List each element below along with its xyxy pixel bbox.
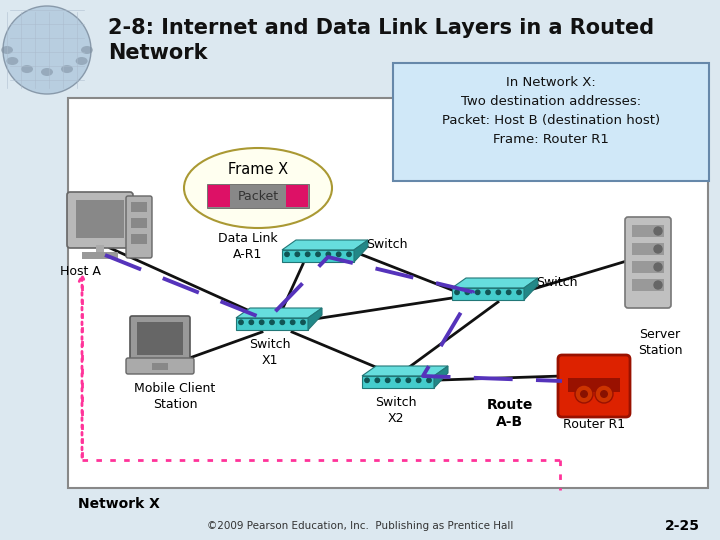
Text: Packet: Packet bbox=[238, 190, 279, 202]
Text: In Network X:
Two destination addresses:
Packet: Host B (destination host)
Frame: In Network X: Two destination addresses:… bbox=[442, 76, 660, 146]
Circle shape bbox=[595, 385, 613, 403]
FancyBboxPatch shape bbox=[207, 184, 309, 208]
FancyBboxPatch shape bbox=[393, 63, 709, 181]
Circle shape bbox=[305, 252, 310, 256]
Bar bbox=[82, 252, 118, 259]
FancyBboxPatch shape bbox=[126, 358, 194, 374]
Text: Route
A-B: Route A-B bbox=[487, 398, 534, 429]
Ellipse shape bbox=[21, 65, 33, 73]
Text: Mobile Client
Station: Mobile Client Station bbox=[135, 382, 215, 411]
Bar bbox=[131, 202, 147, 212]
Polygon shape bbox=[236, 318, 308, 330]
Circle shape bbox=[580, 390, 588, 398]
Ellipse shape bbox=[184, 148, 332, 228]
Circle shape bbox=[290, 320, 295, 325]
Polygon shape bbox=[308, 308, 322, 330]
Text: Frame X: Frame X bbox=[228, 163, 288, 178]
Polygon shape bbox=[282, 240, 368, 250]
Circle shape bbox=[316, 252, 320, 256]
Circle shape bbox=[427, 378, 431, 382]
Circle shape bbox=[455, 290, 459, 294]
Bar bbox=[632, 225, 664, 237]
Circle shape bbox=[475, 290, 480, 294]
Bar bbox=[131, 218, 147, 228]
Circle shape bbox=[486, 290, 490, 294]
Circle shape bbox=[517, 290, 521, 294]
Circle shape bbox=[654, 281, 662, 289]
Text: Network X: Network X bbox=[78, 497, 160, 511]
Circle shape bbox=[301, 320, 305, 325]
Bar bbox=[632, 243, 664, 255]
Text: Router R1: Router R1 bbox=[563, 418, 625, 431]
Text: Switch: Switch bbox=[536, 275, 577, 288]
Text: Host A: Host A bbox=[60, 265, 100, 278]
Text: Server
Station: Server Station bbox=[638, 328, 683, 357]
Ellipse shape bbox=[61, 65, 73, 73]
Circle shape bbox=[654, 227, 662, 235]
Bar bbox=[131, 234, 147, 244]
Circle shape bbox=[280, 320, 284, 325]
Ellipse shape bbox=[3, 6, 91, 94]
Text: Switch: Switch bbox=[366, 238, 408, 251]
Circle shape bbox=[385, 378, 390, 382]
Text: ©2009 Pearson Education, Inc.  Publishing as Prentice Hall: ©2009 Pearson Education, Inc. Publishing… bbox=[207, 521, 513, 531]
Circle shape bbox=[575, 385, 593, 403]
Bar bbox=[137, 322, 183, 355]
Circle shape bbox=[259, 320, 264, 325]
Circle shape bbox=[295, 252, 300, 256]
FancyBboxPatch shape bbox=[67, 192, 133, 248]
Circle shape bbox=[375, 378, 379, 382]
FancyBboxPatch shape bbox=[625, 217, 671, 308]
Polygon shape bbox=[452, 288, 524, 300]
Circle shape bbox=[506, 290, 511, 294]
Circle shape bbox=[365, 378, 369, 382]
Circle shape bbox=[465, 290, 469, 294]
FancyBboxPatch shape bbox=[558, 355, 630, 417]
Bar bbox=[286, 185, 308, 207]
Bar bbox=[632, 279, 664, 291]
Circle shape bbox=[654, 245, 662, 253]
Polygon shape bbox=[354, 240, 368, 262]
Text: Network: Network bbox=[108, 43, 207, 63]
Ellipse shape bbox=[76, 57, 88, 65]
Ellipse shape bbox=[1, 46, 13, 54]
Circle shape bbox=[496, 290, 500, 294]
Circle shape bbox=[396, 378, 400, 382]
Circle shape bbox=[270, 320, 274, 325]
FancyBboxPatch shape bbox=[130, 316, 190, 362]
Text: 2-8: Internet and Data Link Layers in a Routed: 2-8: Internet and Data Link Layers in a … bbox=[108, 18, 654, 38]
Polygon shape bbox=[452, 278, 538, 288]
Bar bbox=[96, 245, 104, 253]
Polygon shape bbox=[524, 278, 538, 300]
Bar bbox=[568, 378, 620, 392]
Circle shape bbox=[416, 378, 421, 382]
Bar bbox=[208, 185, 230, 207]
Polygon shape bbox=[236, 308, 322, 318]
Polygon shape bbox=[362, 366, 448, 376]
FancyBboxPatch shape bbox=[126, 196, 152, 258]
Text: Switch
X2: Switch X2 bbox=[375, 396, 417, 425]
Circle shape bbox=[239, 320, 243, 325]
Ellipse shape bbox=[81, 46, 93, 54]
Polygon shape bbox=[362, 376, 434, 388]
Circle shape bbox=[336, 252, 341, 256]
Text: 2-25: 2-25 bbox=[665, 519, 700, 533]
Circle shape bbox=[285, 252, 289, 256]
Circle shape bbox=[654, 263, 662, 271]
Circle shape bbox=[406, 378, 410, 382]
Text: Data Link
A-R1: Data Link A-R1 bbox=[218, 232, 278, 261]
Polygon shape bbox=[434, 366, 448, 388]
Ellipse shape bbox=[6, 57, 18, 65]
Text: Switch
X1: Switch X1 bbox=[249, 338, 291, 367]
Circle shape bbox=[326, 252, 330, 256]
Circle shape bbox=[249, 320, 253, 325]
Ellipse shape bbox=[41, 68, 53, 76]
Circle shape bbox=[600, 390, 608, 398]
Circle shape bbox=[347, 252, 351, 256]
Bar bbox=[76, 200, 124, 238]
Bar bbox=[632, 261, 664, 273]
Polygon shape bbox=[282, 250, 354, 262]
FancyBboxPatch shape bbox=[68, 98, 708, 488]
Bar bbox=[152, 363, 168, 370]
